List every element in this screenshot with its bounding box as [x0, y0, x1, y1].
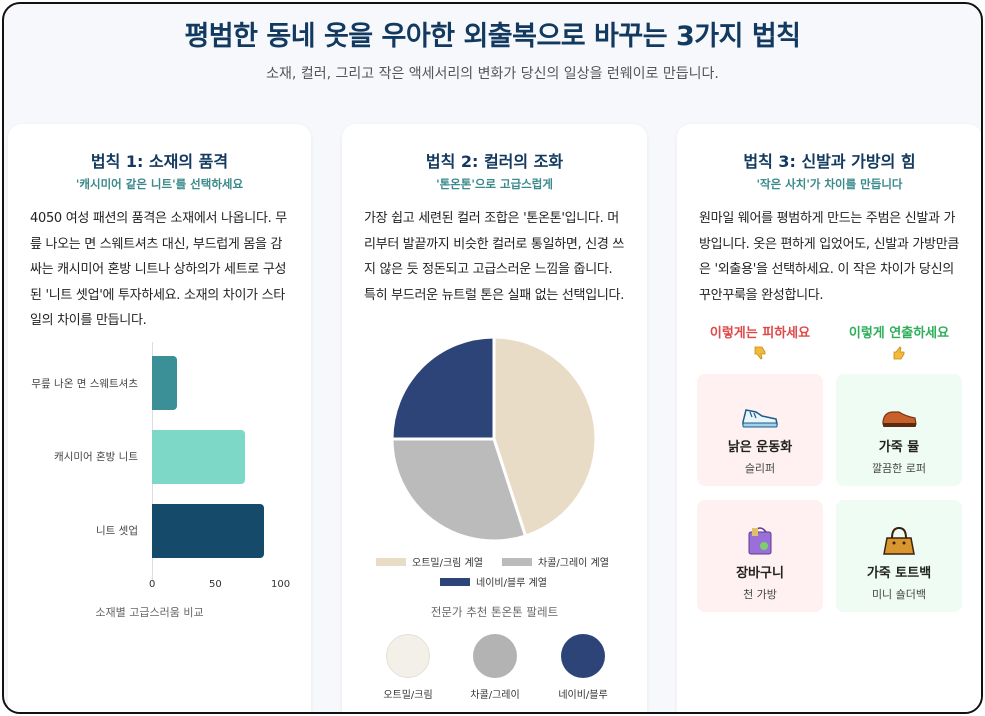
card-body: 원마일 웨어를 평범하게 만드는 주범은 신발과 가방입니다. 옷은 편하게 입… [699, 211, 960, 303]
prefer-item-loafer: 가죽 뮬 깔끔한 로퍼 [836, 374, 962, 486]
bar-cashmere-knit [152, 430, 245, 484]
card-subtitle: '작은 사치'가 차이를 만듭니다 [756, 177, 903, 191]
thumbs-down-icon [697, 345, 823, 365]
palette-label: 차콜/그레이 [470, 690, 520, 701]
pie-chart [390, 335, 598, 543]
item-sub: 깔끔한 로퍼 [871, 462, 927, 475]
bar-label: 캐시미어 혼방 니트 [54, 451, 138, 463]
legend-label: 오트밀/크림 계열 [412, 558, 483, 569]
tick-label: 100 [271, 579, 291, 590]
legend-label: 차콜/그레이 계열 [538, 558, 609, 569]
bar-sweatshirt [152, 356, 177, 410]
legend-item: 차콜/그레이 계열 [502, 554, 609, 569]
item-name: 장바구니 [736, 566, 784, 581]
bar-label: 니트 셋업 [96, 525, 138, 537]
item-sub: 슬리퍼 [744, 462, 776, 475]
shopping-bag-icon [748, 527, 772, 555]
item-sub: 천 가방 [743, 588, 777, 601]
card-subtitle: '톤온톤'으로 고급스럽게 [436, 177, 553, 191]
palette-title: 전문가 추천 톤온톤 팔레트 [430, 605, 559, 619]
legend-label: 네이비/블루 계열 [476, 578, 547, 589]
thumbs-up-icon [836, 345, 962, 365]
item-name: 낡은 운동화 [727, 440, 793, 455]
card-rule-1: 법칙 1: 소재의 품격 '캐시미어 같은 니트'를 선택하세요 4050 여성… [8, 124, 311, 712]
tick-label: 50 [209, 579, 222, 590]
chart-caption: 소재별 고급스러움 비교 [95, 606, 204, 619]
card-title: 법칙 2: 컬러의 조화 [425, 152, 564, 171]
card-title: 법칙 1: 소재의 품격 [90, 152, 229, 171]
avoid-heading: 이렇게는 피하세요 [709, 326, 811, 341]
header: 평범한 동네 옷을 우아한 외출복으로 바꾸는 3가지 법칙 소재, 컬러, 그… [4, 4, 981, 83]
item-name: 가죽 뮬 [878, 440, 920, 455]
handbag-icon [883, 526, 915, 555]
palette-swatch-navy [561, 634, 605, 678]
bar-knit-setup [152, 504, 264, 558]
sneaker-icon [742, 409, 778, 428]
card-rule-3: 법칙 3: 신발과 가방의 힘 '작은 사치'가 차이를 만듭니다 원마일 웨어… [677, 124, 981, 712]
bar-label: 무릎 나온 면 스웨트셔츠 [31, 378, 138, 390]
palette-swatch-charcoal [473, 634, 517, 678]
card-subtitle: '캐시미어 같은 니트'를 선택하세요 [75, 177, 244, 191]
pie-slice [390, 335, 496, 441]
item-name: 가죽 토트백 [866, 566, 932, 581]
palette-label: 오트밀/크림 [383, 690, 433, 701]
pie-slice [390, 437, 528, 543]
avoid-item-shopping-bag: 장바구니 천 가방 [697, 500, 823, 612]
prefer-heading: 이렇게 연출하세요 [848, 326, 950, 341]
legend-swatch [440, 577, 470, 586]
legend-item: 네이비/블루 계열 [440, 574, 547, 589]
legend-item: 오트밀/크림 계열 [376, 554, 483, 569]
prefer-item-handbag: 가죽 토트백 미니 숄더백 [836, 500, 962, 612]
page-subtitle: 소재, 컬러, 그리고 작은 액세서리의 변화가 당신의 일상을 런웨이로 만듭… [266, 66, 719, 82]
card-title: 법칙 3: 신발과 가방의 힘 [743, 152, 916, 171]
card-body: 가장 쉽고 세련된 컬러 조합은 '톤온톤'입니다. 머리부터 발끝까지 비슷한… [364, 211, 625, 303]
avoid-item-sneaker: 낡은 운동화 슬리퍼 [697, 374, 823, 486]
item-sub: 미니 숄더백 [871, 588, 927, 601]
tick-label: 0 [149, 579, 156, 590]
legend-swatch [376, 557, 406, 566]
legend-swatch [502, 557, 532, 566]
pie-slice [492, 335, 598, 538]
page-title: 평범한 동네 옷을 우아한 외출복으로 바꾸는 3가지 법칙 [184, 21, 801, 52]
card-body: 4050 여성 패션의 품격은 소재에서 나옵니다. 무릎 나오는 면 스웨트셔… [30, 211, 287, 328]
loafer-icon [882, 411, 917, 427]
card-rule-2: 법칙 2: 컬러의 조화 '톤온톤'으로 고급스럽게 가장 쉽고 세련된 컬러 … [342, 124, 647, 712]
palette-swatch-oatmeal [386, 634, 430, 678]
palette-label: 네이비/블루 [558, 690, 608, 701]
